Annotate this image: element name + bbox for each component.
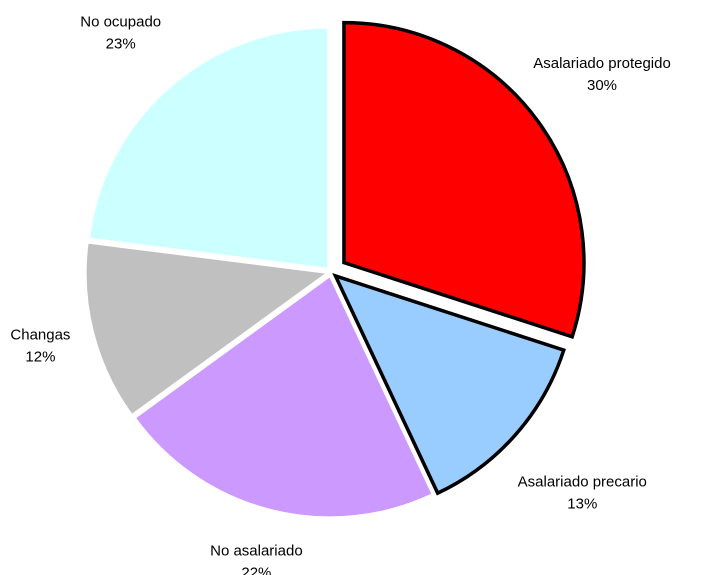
slice-value-label: 12% — [25, 349, 55, 366]
slice-value-label: 30% — [587, 77, 617, 94]
slice-label: No asalariado — [210, 543, 303, 560]
slice-value-label: 23% — [106, 35, 136, 52]
slice-value-label: 22% — [241, 565, 271, 575]
slice-value-label: 13% — [567, 496, 597, 513]
slice-label: Asalariado precario — [518, 474, 647, 491]
slice-label: No ocupado — [80, 13, 161, 30]
pie-slice — [332, 273, 566, 496]
pie-slice — [342, 20, 586, 339]
pie-slice — [85, 242, 328, 416]
slice-label: Asalariado protegido — [533, 55, 671, 72]
slice-label: Changas — [10, 327, 70, 344]
pie-slice — [89, 27, 329, 269]
pie-slice — [134, 276, 433, 518]
